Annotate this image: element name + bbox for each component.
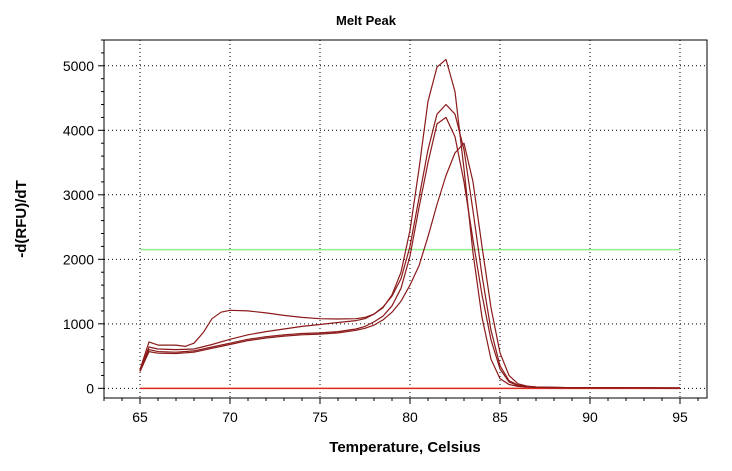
melt-curve-line <box>139 103 681 389</box>
x-tick-label: 95 <box>672 409 688 425</box>
x-tick-label: 85 <box>492 409 508 425</box>
chart-title: Melt Peak <box>336 13 397 28</box>
x-axis-title: Temperature, Celsius <box>329 439 480 456</box>
y-tick-label: 3000 <box>63 187 94 203</box>
plot-frame <box>103 39 708 399</box>
melt-curve-line <box>139 116 681 389</box>
melt-curve-line <box>139 142 681 389</box>
x-tick-label: 75 <box>312 409 328 425</box>
y-tick-label: 1000 <box>63 316 94 332</box>
y-tick-label: 5000 <box>63 58 94 74</box>
x-tick-label: 80 <box>402 409 418 425</box>
y-tick-label: 2000 <box>63 251 94 267</box>
x-tick-label: 90 <box>582 409 598 425</box>
grid <box>104 40 707 398</box>
y-tick-label: 0 <box>86 380 94 396</box>
x-tick-label: 65 <box>132 409 148 425</box>
y-tick-label: 4000 <box>63 122 94 138</box>
y-axis-title: -d(RFU)/dT <box>13 180 30 257</box>
x-tick-label: 70 <box>222 409 238 425</box>
series-layer <box>139 58 681 390</box>
tick-layer: 65 70 75 80 85 90 95 0 1000 2000 3000 4000 5000 <box>63 39 699 425</box>
